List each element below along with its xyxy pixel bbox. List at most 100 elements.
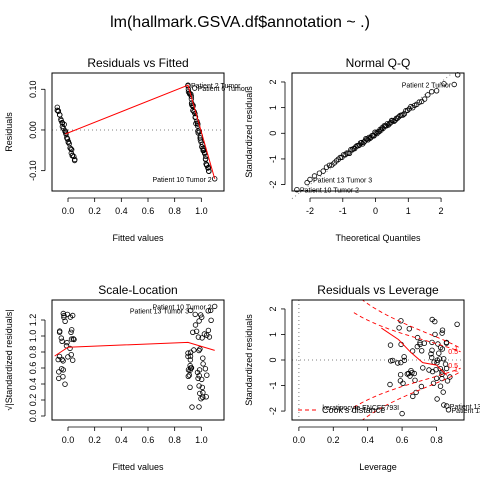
- data-point: [59, 338, 65, 344]
- plot-frame: [291, 299, 465, 421]
- data-point: [208, 317, 214, 323]
- cooks-contour-label: 1: [454, 367, 458, 374]
- data-point: [192, 311, 198, 318]
- data-point: [400, 112, 406, 118]
- data-point: [200, 355, 206, 361]
- x-tick-label: 0.2: [88, 435, 101, 445]
- data-point: [432, 331, 438, 338]
- data-point: [433, 88, 440, 94]
- x-axis-label: Fitted values: [112, 462, 164, 472]
- data-point: [203, 394, 209, 400]
- data-point: [411, 370, 417, 377]
- data-point: [337, 154, 343, 161]
- data-point: [58, 366, 65, 372]
- x-tick-label: 0.4: [115, 435, 128, 445]
- data-point: [396, 325, 402, 331]
- data-point: [68, 329, 74, 335]
- point-annotation: keratinocyte ENCFF793I: [322, 405, 399, 412]
- point-annotation: Patient 2 Tumor: [191, 83, 241, 90]
- data-point: [439, 346, 446, 352]
- data-point: [211, 176, 218, 182]
- data-point: [62, 318, 68, 324]
- data-point: [340, 152, 347, 158]
- panel-scale-location: Scale-Location Fitted values √|Standardize…: [4, 283, 225, 472]
- data-point: [196, 318, 202, 324]
- y-tick-label: 0.0: [28, 410, 38, 423]
- data-point: [430, 380, 437, 386]
- data-point: [61, 121, 67, 128]
- data-point: [405, 370, 412, 377]
- data-point: [185, 82, 191, 88]
- data-point: [416, 99, 422, 105]
- data-point: [65, 354, 71, 360]
- data-point: [441, 356, 447, 362]
- point-annotation: Patient 6 Tumor: [198, 86, 248, 93]
- x-tick-label: 0.0: [62, 435, 75, 445]
- figure-title: lm(hallmark.GSVA.df$annotation ~ .): [110, 14, 370, 31]
- data-point: [195, 375, 201, 382]
- data-point: [54, 104, 60, 110]
- data-point: [198, 376, 205, 383]
- y-tick-label: 2: [268, 79, 278, 84]
- data-point: [205, 327, 212, 334]
- point-annotation: Patient 13 Tumor 1: [452, 408, 480, 415]
- cooks-contour-label: 1: [454, 345, 458, 352]
- data-point: [68, 327, 75, 333]
- y-axis-label: Standardized residuals: [244, 314, 254, 406]
- x-tick-label: 0.8: [430, 435, 443, 445]
- data-point: [189, 404, 195, 410]
- data-point: [60, 310, 66, 317]
- x-axis-label: Theoretical Quantiles: [335, 233, 421, 243]
- data-point: [187, 349, 194, 355]
- data-point: [62, 381, 68, 387]
- data-point: [54, 107, 60, 113]
- data-point: [204, 372, 210, 378]
- x-tick-label: 1.0: [195, 435, 208, 445]
- y-tick-label: 0.6: [28, 362, 38, 375]
- data-point: [311, 173, 318, 179]
- data-point: [195, 121, 201, 127]
- y-axis-label: √|Standardized residuals|: [4, 309, 14, 410]
- x-tick-label: 0.0: [62, 206, 75, 216]
- data-point: [187, 384, 193, 390]
- y-tick-label: 1.0: [28, 330, 38, 343]
- data-point: [433, 375, 440, 381]
- data-point: [68, 146, 75, 153]
- data-point: [404, 107, 411, 114]
- data-point: [71, 157, 78, 164]
- data-point: [56, 369, 62, 375]
- data-point: [294, 186, 300, 193]
- y-tick-label: 0.00: [28, 121, 38, 139]
- data-point: [200, 394, 206, 400]
- data-point: [406, 326, 412, 332]
- y-axis-label: Standardized residuals: [244, 86, 254, 178]
- data-point: [67, 145, 73, 151]
- data-point: [196, 383, 202, 389]
- data-point: [413, 389, 419, 396]
- y-tick-label: -2: [268, 407, 278, 415]
- data-point: [59, 356, 65, 363]
- smooth-line: [65, 84, 216, 179]
- data-point: [58, 335, 64, 341]
- data-point: [326, 162, 333, 168]
- y-tick-label: 0: [268, 131, 278, 136]
- y-tick-label: 1.2: [28, 314, 38, 327]
- y-tick-label: -2: [268, 181, 278, 189]
- data-point: [60, 358, 66, 364]
- data-point: [200, 361, 206, 367]
- data-point: [202, 156, 209, 162]
- panel-normal-q-q: Normal Q-Q Theoretical Quantiles Standardi…: [244, 56, 465, 243]
- cooks-distance-contour: [353, 312, 461, 353]
- data-point: [207, 307, 214, 314]
- data-point: [401, 111, 408, 117]
- data-point: [194, 369, 201, 376]
- y-tick-label: 0.10: [28, 81, 38, 99]
- point-annotation: Patient 2 Tumor: [402, 83, 452, 90]
- y-tick-label: 0: [268, 357, 278, 362]
- data-point: [437, 383, 444, 389]
- panel-residuals-vs-fitted: Residuals vs Fitted Fitted values Residual…: [4, 56, 248, 243]
- data-point: [211, 303, 218, 310]
- data-point: [414, 334, 421, 341]
- data-point: [442, 361, 449, 367]
- data-point: [193, 328, 200, 334]
